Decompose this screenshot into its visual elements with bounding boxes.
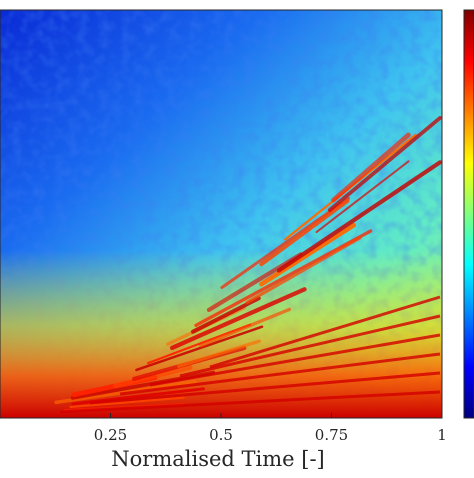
heatmap-streak <box>259 222 357 287</box>
heatmap-streak <box>179 314 441 378</box>
heatmap-streak <box>135 325 264 372</box>
x-tick-label: 0.5 <box>209 426 233 444</box>
heatmap-streak <box>113 364 193 389</box>
heatmap-streak <box>327 116 442 212</box>
x-axis: 0.25 0.5 0.75 1 <box>94 413 447 444</box>
colorbar <box>463 9 474 419</box>
heatmap-streak <box>59 390 441 414</box>
heatmap-streak <box>245 236 362 305</box>
heatmap-streak <box>119 352 441 396</box>
heatmap-streak <box>169 287 307 351</box>
heatmap-streak <box>315 160 410 234</box>
x-tick-label: 0.25 <box>94 426 127 444</box>
heatmap-streak <box>89 371 441 405</box>
heatmap-streak <box>209 295 441 369</box>
heatmap-streak <box>259 198 350 267</box>
heatmap-streak <box>149 333 441 387</box>
streak-group <box>54 116 442 414</box>
x-tick-label: 1 <box>437 426 447 444</box>
heatmap-streak <box>69 396 185 409</box>
heatmap-streak <box>177 339 261 368</box>
heatmap-streak <box>331 132 411 203</box>
x-axis-label: Normalised Time [-] <box>111 447 324 471</box>
heatmap-streak <box>199 307 292 348</box>
heatmap-streak <box>276 160 442 273</box>
plot-area <box>0 10 442 418</box>
colorbar-gradient <box>463 9 474 419</box>
x-tick-label: 0.75 <box>315 426 348 444</box>
